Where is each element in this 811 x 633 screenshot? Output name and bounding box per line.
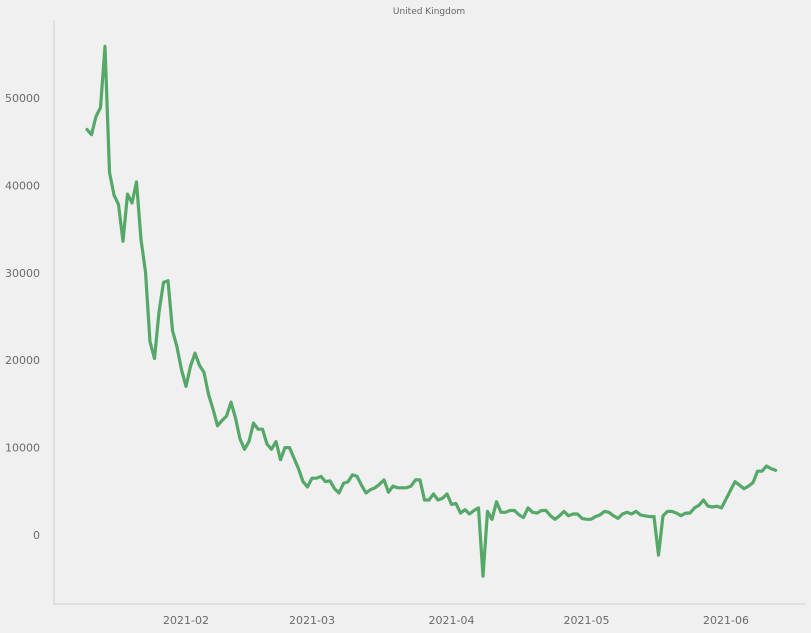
y-tick-label: 10000 <box>5 442 40 455</box>
x-tick-label: 2021-05 <box>564 614 610 627</box>
x-tick-label: 2021-02 <box>163 614 209 627</box>
x-axis-ticks: 2021-02 2021-03 2021-04 2021-05 2021-06 <box>163 614 749 627</box>
x-tick-label: 2021-06 <box>703 614 749 627</box>
x-tick-label: 2021-04 <box>429 614 475 627</box>
y-tick-label: 30000 <box>5 267 40 280</box>
y-tick-label: 50000 <box>5 92 40 105</box>
chart-title: United Kingdom <box>393 7 465 17</box>
series-line <box>85 44 778 578</box>
series-group <box>85 44 778 578</box>
y-tick-label: 0 <box>33 529 40 542</box>
y-tick-label: 40000 <box>5 179 40 192</box>
y-axis-ticks: 0 10000 20000 30000 40000 50000 <box>5 92 40 542</box>
y-tick-label: 20000 <box>5 354 40 367</box>
x-tick-label: 2021-03 <box>289 614 335 627</box>
